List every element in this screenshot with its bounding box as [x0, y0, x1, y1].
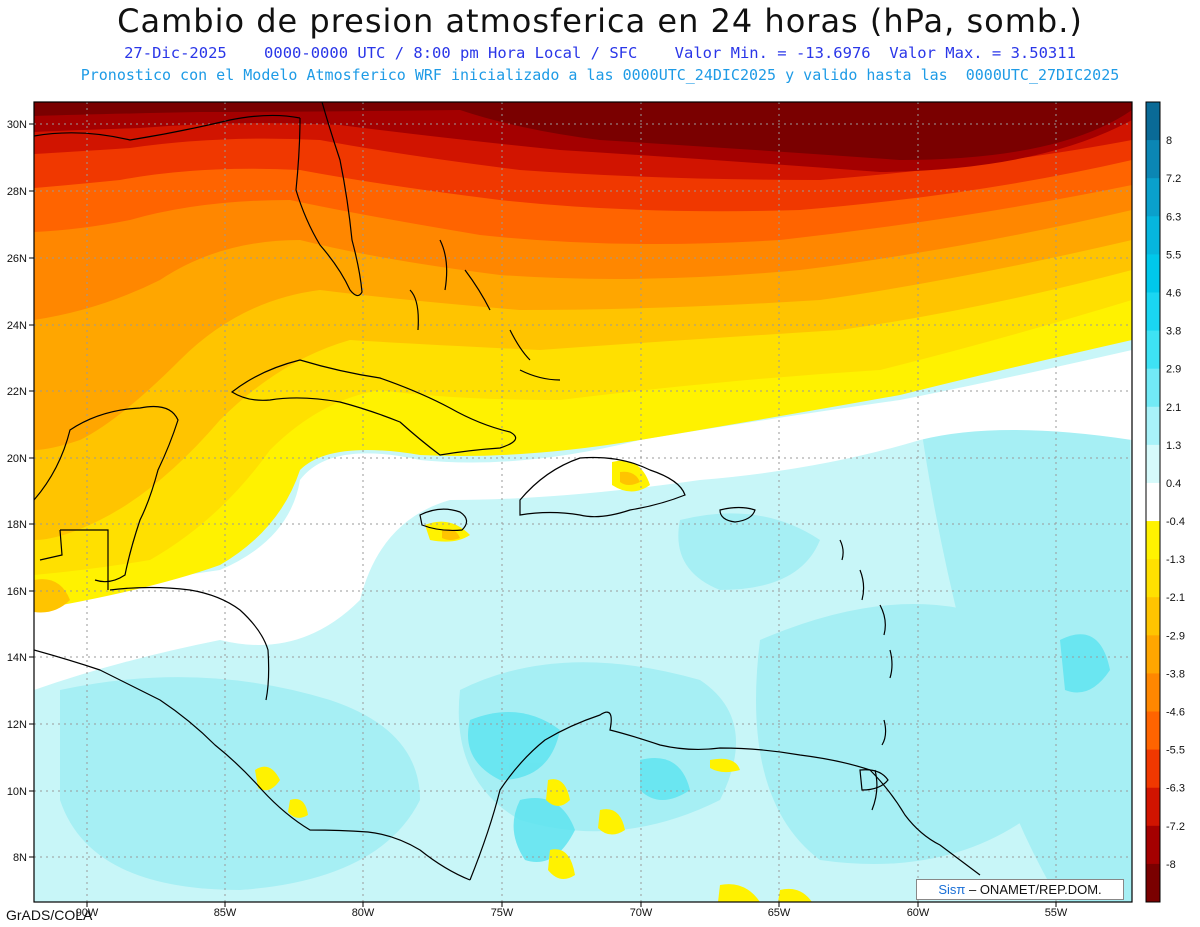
colorbar-swatch — [1146, 521, 1160, 560]
trinidad-coast — [859, 769, 889, 791]
colorbar-swatch — [1146, 711, 1160, 751]
lesser-antilles — [839, 539, 893, 811]
colorbar-swatch — [1146, 368, 1160, 408]
colorbar-swatch — [1146, 292, 1160, 332]
lat-lon-grid — [34, 102, 1132, 902]
colorbar-label: -0.4 — [1166, 516, 1185, 528]
lon-label: 65W — [768, 907, 791, 919]
logo-text: – ONAMET/REP.DOM. — [965, 882, 1102, 897]
lat-label: 20N — [7, 453, 27, 465]
central-america-coast — [34, 649, 471, 881]
colorbar-swatch — [1146, 406, 1160, 446]
colorbar-label: 8 — [1166, 135, 1172, 147]
lat-label: 28N — [7, 186, 27, 198]
subtitle-run-info: 27-Dic-2025 0000-0000 UTC / 8:00 pm Hora… — [124, 44, 1076, 62]
onamet-logo: Sisπ – ONAMET/REP.DOM. — [916, 879, 1124, 900]
colorbar-swatch — [1146, 749, 1160, 789]
lat-label: 8N — [13, 852, 27, 864]
colorbar-swatch — [1146, 102, 1160, 141]
subtitle-model-info: Pronostico con el Modelo Atmosferico WRF… — [80, 66, 1120, 84]
colorbar-label: -2.9 — [1166, 630, 1185, 642]
colorbar-swatch — [1146, 787, 1160, 827]
colorbar-swatch — [1146, 635, 1160, 674]
lat-label: 16N — [7, 586, 27, 598]
colorbar-label: 5.5 — [1166, 249, 1181, 261]
yucatan-coast — [34, 405, 179, 583]
colorbar-swatch — [1146, 444, 1160, 484]
colorbar-label: -4.6 — [1166, 707, 1185, 719]
lon-label: 85W — [214, 907, 237, 919]
puerto-rico-coast — [719, 506, 756, 523]
lon-label: 75W — [491, 907, 514, 919]
colorbar-label: 0.4 — [1166, 478, 1181, 490]
us-gulf-coast — [34, 114, 301, 141]
colorbar-label: 3.8 — [1166, 326, 1181, 338]
lat-label: 30N — [7, 119, 27, 131]
logo-brand: Sisπ — [938, 882, 966, 897]
honduras-coast — [109, 586, 270, 701]
lon-label: 70W — [630, 907, 653, 919]
colorbar: 8 7.2 6.3 5.5 4.6 3.8 2.9 2.1 1.3 0.4 -0.4 -1.3 -2.1… — [1145, 101, 1185, 903]
colorbar-swatch — [1146, 597, 1160, 636]
colorbar-label: -5.5 — [1166, 745, 1185, 757]
colorbar-label: -8 — [1166, 859, 1176, 871]
lon-label: 80W — [352, 907, 375, 919]
lat-labels: 30N 28N 26N 24N 22N 20N 18N 16N 14N 12N … — [7, 119, 27, 864]
lat-label: 18N — [7, 519, 27, 531]
colorbar-swatch — [1146, 254, 1160, 293]
lat-label: 12N — [7, 719, 27, 731]
colorbar-swatch — [1146, 673, 1160, 713]
florida-peninsula — [295, 102, 363, 297]
colorbar-label: -3.8 — [1166, 668, 1185, 680]
colorbar-swatch — [1146, 863, 1160, 903]
colorbar-swatch — [1146, 178, 1160, 217]
lon-labels: 90W 85W 80W 75W 70W 65W 60W 55W — [76, 907, 1068, 919]
lat-label: 24N — [7, 320, 27, 332]
map-title: Cambio de presion atmosferica en 24 hora… — [117, 2, 1083, 40]
colorbar-frame — [1145, 101, 1161, 903]
colorbar-label: 1.3 — [1166, 440, 1181, 452]
bahamas-islands — [409, 239, 561, 381]
colorbar-label: 4.6 — [1166, 287, 1181, 299]
colorbar-label: 2.1 — [1166, 402, 1181, 414]
lat-label: 14N — [7, 652, 27, 664]
lon-label: 55W — [1045, 907, 1068, 919]
colorbar-swatch — [1146, 330, 1160, 370]
colorbar-label: -7.2 — [1166, 821, 1185, 833]
colorbar-label: 2.9 — [1166, 364, 1181, 376]
lat-label: 26N — [7, 253, 27, 265]
jamaica-coast — [419, 508, 468, 532]
colorbar-label: -1.3 — [1166, 554, 1185, 566]
colorbar-swatch — [1146, 482, 1160, 522]
coastlines — [34, 102, 981, 881]
colorbar-swatch — [1146, 559, 1160, 598]
hispaniola-coast — [519, 456, 686, 518]
cuba-coast — [230, 359, 517, 456]
grads-credit: GrADS/COLA — [6, 907, 93, 923]
south-america-coast — [469, 711, 981, 881]
colorbar-label: -6.3 — [1166, 783, 1185, 795]
map-frame — [33, 101, 1133, 903]
belize-border — [39, 529, 109, 590]
contour-field — [34, 102, 1132, 902]
lon-label: 60W — [907, 907, 930, 919]
colorbar-label: 6.3 — [1166, 211, 1181, 223]
colorbar-label: 7.2 — [1166, 173, 1181, 185]
colorbar-swatch — [1146, 825, 1160, 865]
colorbar-swatch — [1146, 140, 1160, 179]
lat-label: 22N — [7, 386, 27, 398]
colorbar-swatch — [1146, 216, 1160, 255]
colorbar-label: -2.1 — [1166, 592, 1185, 604]
lat-label: 10N — [7, 786, 27, 798]
lon-label: 90W — [76, 907, 99, 919]
